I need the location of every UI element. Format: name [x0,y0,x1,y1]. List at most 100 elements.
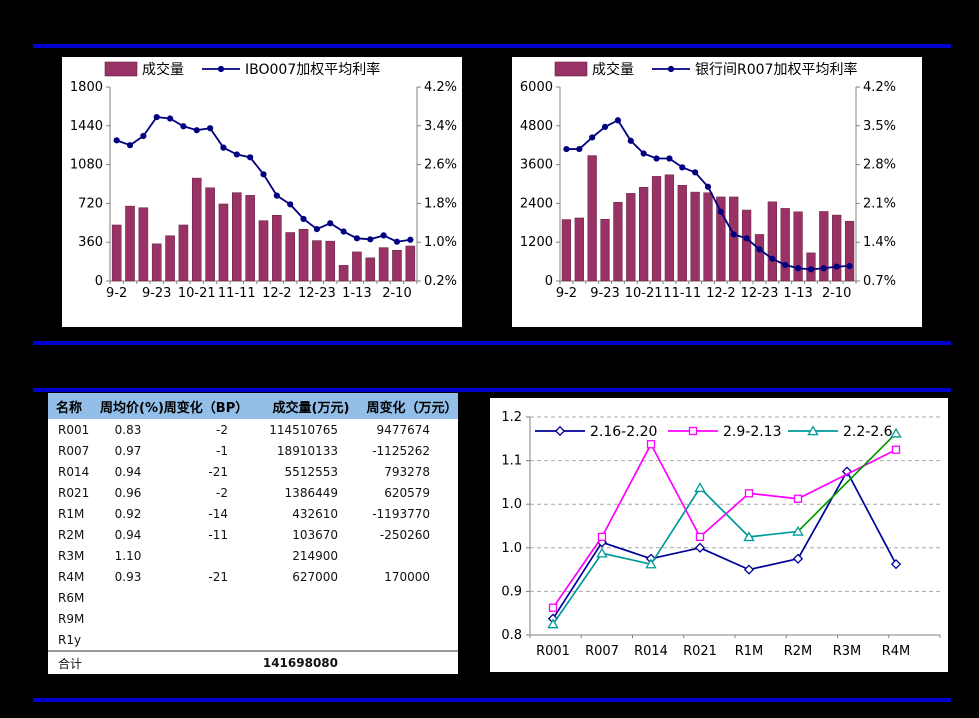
square-marker [695,532,705,542]
rate-point [769,255,776,262]
table-cell: -2 [216,422,228,437]
table-cell: -1193770 [372,506,430,521]
right-tick-label: 2.1% [863,196,896,211]
triangle-marker [792,525,804,536]
series-2.16-2.20 [547,466,902,624]
volume-bar [677,185,687,282]
table-cell: 0.92 [114,506,142,521]
table-cell: R3M [58,548,85,563]
table-cell [366,608,458,629]
rate-point [233,151,240,158]
rate-point [247,154,254,161]
y-tick-label: 1.1 [501,454,522,469]
x-tick-label: 9-23 [590,286,620,301]
right-tick-label: 3.4% [424,119,457,134]
table-cell: R1M [58,506,85,521]
triangle-marker [890,427,902,438]
right-tick-label: 0.7% [863,274,896,289]
legend-volume-label: 成交量 [592,61,634,78]
rate-point [393,238,401,245]
x-tick-label: 9-2 [556,286,577,301]
table-cell: R021 [58,485,90,500]
volume-bar [600,218,610,282]
table-cell: -1125262 [372,443,430,458]
legend-rate-label: IBO007加权平均利率 [245,61,380,78]
volume-bar [664,174,675,282]
diamond-marker [743,564,755,575]
rate-point [126,142,134,149]
volume-bar [651,176,662,282]
legend-volume-label: 成交量 [142,61,184,78]
rate-point [717,208,724,215]
diamond-marker [694,542,706,553]
left-tick-label: 720 [78,196,103,211]
table-row: R2M 0.94 -11 103670 -250260 [48,524,458,545]
left-tick-label: 0 [545,274,553,289]
rate-point [640,150,647,157]
x-tick-label: 12-2 [262,286,292,301]
volume-bar [272,215,282,282]
x-tick-label: 12-23 [298,286,336,301]
rate-point [692,169,699,176]
r007-volume-rate-chart: 6000 4.2% 4800 3.5% 3600 2.8% 2400 2.1% 1200 1.4%… [520,61,896,301]
rate-point [327,220,334,227]
rate-point [563,145,570,153]
table-cell [156,608,256,629]
volume-bar [405,245,416,282]
table-cell: -250260 [379,527,430,542]
rate-point [140,132,147,140]
axis-labels: 6000 4.2% 4800 3.5% 3600 2.8% 2400 2.1% 1200 1.4%… [520,80,896,301]
rate-point [113,137,120,144]
x-category-label: R007 [585,644,619,659]
diamond-marker [792,553,804,564]
table-cell: 627000 [292,569,338,584]
triangle-marker [547,618,559,629]
axis-labels: 0.8 0.9 1.0 1.0 1.1 1.2 R001 R007 R014 R021 R1M R2M… [501,410,910,659]
table-cell: -21 [208,569,228,584]
volume-bar [138,207,149,282]
x-category-label: R001 [536,644,570,659]
right-tick-label: 1.0% [424,235,457,250]
axis-labels: 1800 4.2% 1440 3.4% 1080 2.6% 720 1.8% 360 1.0% 0 0… [70,80,457,301]
divider-mid-upper [33,341,951,345]
square-marker [688,426,698,436]
x-tick-label: 11-11 [663,286,701,301]
table-row: R6M [48,587,458,608]
x-tick-label: 2-10 [382,286,412,301]
ibo007-group: 1800 4.2% 1440 3.4% 1080 2.6% 720 1.8% 360 1.0% 0 0… [70,61,457,301]
volume-bar [365,257,376,282]
square-marker [793,494,803,503]
rate-point [601,123,609,131]
rate-point [180,123,187,130]
volume-bar [151,243,162,282]
square-marker [891,445,901,454]
table-row: R9M [48,608,458,629]
left-tick-label: 360 [78,235,103,250]
rate-point [820,265,827,272]
volume-bar [111,224,122,282]
rate-point [833,263,840,270]
table-cell: 0.93 [114,569,142,584]
rate-point [287,201,294,208]
rate-point [756,246,763,253]
volume-bar [780,208,790,282]
column-header: 成交量(万元) [256,393,366,419]
table-cell: 0.94 [114,527,142,542]
rate-point [846,262,853,270]
table-cell: 214900 [292,548,338,563]
right-tick-label: 3.5% [863,119,896,134]
volume-bar [741,209,752,282]
column-header: 周均价(%) [100,393,164,419]
table-cell [100,629,156,651]
right-tick-label: 1.8% [424,196,457,211]
table-cell [156,629,256,651]
y-tick-label: 1.0 [501,541,522,556]
rate-point [193,127,200,134]
x-tick-label: 12-2 [706,286,736,301]
rate-point [614,117,622,124]
legend-rate-label: 银行间R007加权平均利率 [695,61,857,78]
rate-line [563,117,853,273]
triangle-marker [807,425,819,436]
table-cell [366,587,458,608]
rate-point [367,236,374,243]
